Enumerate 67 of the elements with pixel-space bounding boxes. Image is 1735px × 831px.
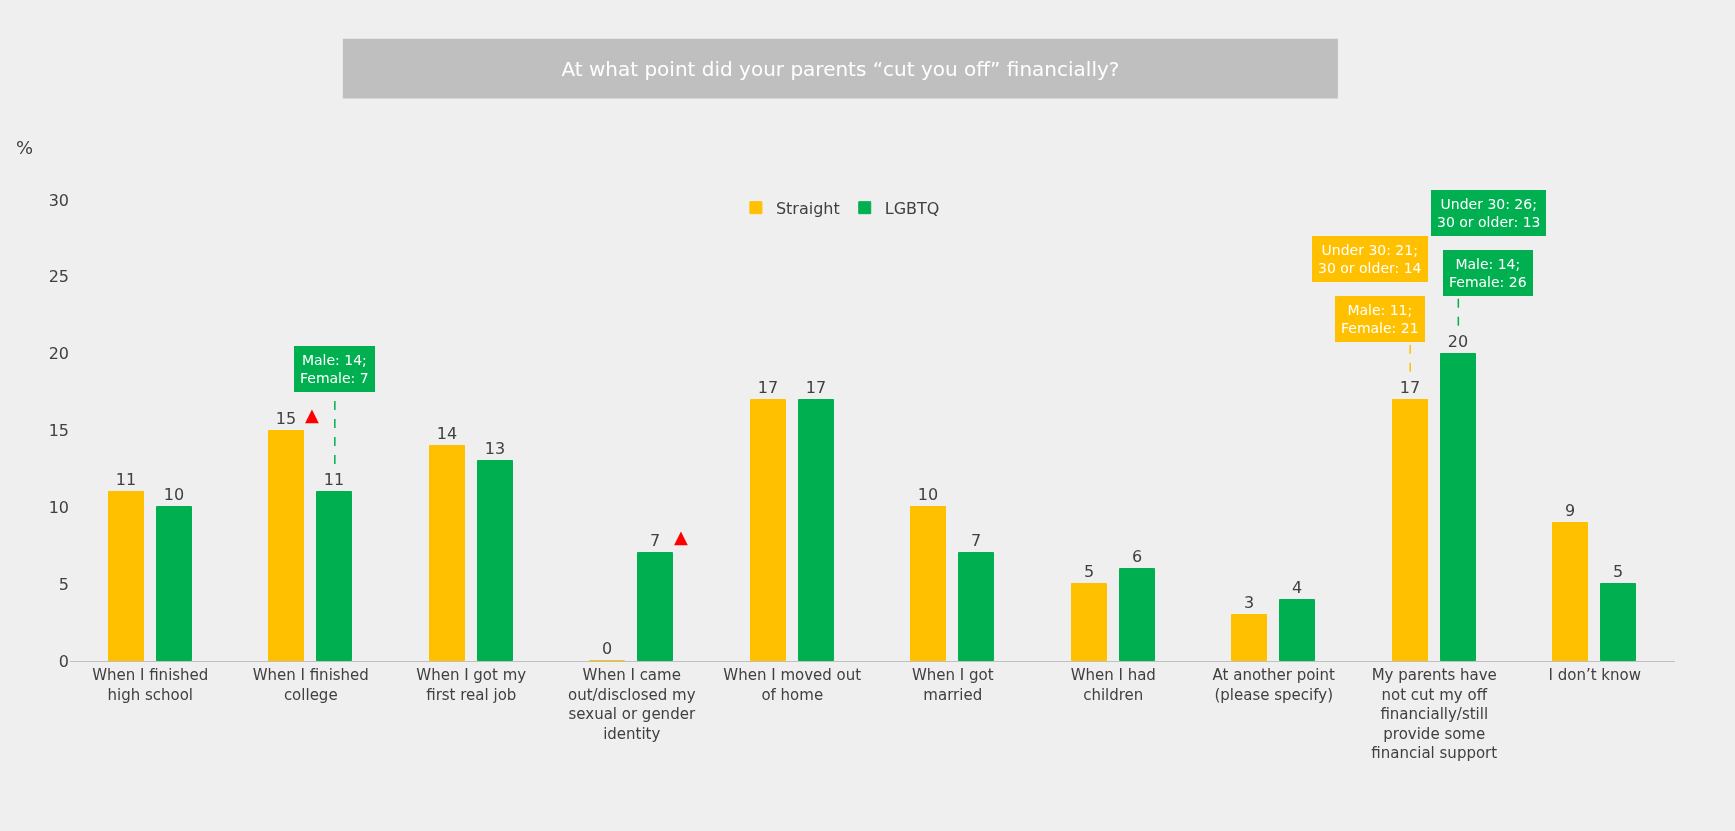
data-label: 14 [436,423,458,443]
x-tick-label: When I got married [911,666,994,704]
data-label: 17 [757,377,779,397]
bar [1440,353,1476,661]
y-tick-label: 20 [48,344,69,364]
bar [477,460,513,661]
bar [958,552,994,661]
bar [750,399,786,661]
y-tick-label: 25 [48,267,69,287]
data-label: 10 [917,484,939,504]
annotation: Under 30: 26; 30 or older: 13 [1437,196,1541,231]
bar [1231,614,1267,661]
x-tick-label: When I moved out of home [723,666,862,704]
data-label: 11 [323,469,345,489]
data-label: 7 [970,530,982,550]
chart-title: At what point did your parents “cut you off” financially? [561,56,1120,81]
data-label: 6 [1131,546,1143,566]
annotation: Under 30: 21; 30 or older: 14 [1318,242,1422,277]
x-tick-label: I don’t know [1548,666,1641,684]
bar [429,445,465,661]
y-tick-label: 0 [58,651,69,671]
y-tick-label: 5 [58,574,69,594]
data-label: 9 [1564,500,1576,520]
bar [1279,599,1315,661]
bar [108,491,144,661]
data-label: 4 [1291,577,1303,597]
data-label: 7 [649,530,661,550]
data-label: 17 [805,377,827,397]
x-tick-label: When I finished high school [92,666,209,704]
annotation: Male: 14; Female: 7 [300,352,369,387]
data-label: 11 [115,469,137,489]
data-label: 0 [601,638,613,658]
annotation: ▲ [305,404,319,425]
bar [1119,568,1155,661]
bar [156,506,192,661]
annotation: Male: 14; Female: 26 [1449,256,1527,291]
data-label: 10 [163,484,185,504]
data-label: 5 [1612,561,1624,581]
bar [637,552,673,661]
bar [1071,583,1107,661]
data-label: 17 [1399,377,1421,397]
legend-label: Straight [775,198,840,218]
x-tick-label: At another point (please specify) [1212,666,1336,704]
x-tick-label: When I came out/disclosed my sexual or gender identity [567,666,696,743]
x-tick-label: When I finished college [252,666,369,704]
bar [798,399,834,661]
y-axis-title: % [16,137,34,158]
bar [910,506,946,661]
bar [1600,583,1636,661]
annotation: Male: 11; Female: 21 [1341,302,1419,337]
data-label: 3 [1243,592,1255,612]
bar [1392,399,1428,661]
annotation: ▲ [674,526,688,547]
data-label: 5 [1083,561,1095,581]
x-tick-label: When I had children [1070,666,1156,704]
data-label: 15 [275,408,297,428]
legend-label: LGBTQ [884,198,940,218]
data-label: 13 [484,438,506,458]
y-tick-label: 15 [48,421,69,441]
x-tick-label: When I got my first real job [416,666,527,704]
y-tick-label: 10 [48,497,69,517]
bar [316,491,352,661]
bar [268,430,304,661]
data-label: 20 [1447,331,1469,351]
x-tick-label: My parents have not cut my off financially/still provide some financial support [1371,666,1498,762]
bar [1552,522,1588,661]
y-tick-label: 30 [48,190,69,210]
